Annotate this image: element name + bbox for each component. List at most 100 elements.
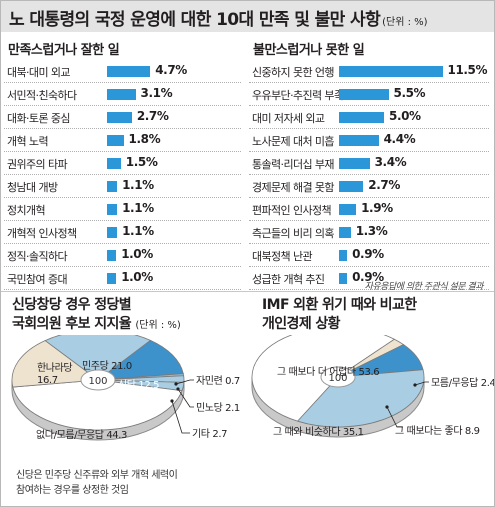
bar <box>339 135 379 146</box>
leader-dot <box>170 399 174 403</box>
pie-center-label: 100 <box>328 373 347 384</box>
bar-category-label: 통솔력·리더십 부재 <box>252 158 335 171</box>
bar-category-label: 측근들의 비리 의혹 <box>252 227 335 240</box>
pie-center-label: 100 <box>88 376 107 387</box>
bar <box>107 66 151 77</box>
bar-row: 권위주의 타파 1.5% <box>4 152 241 175</box>
bar-value-label: 1.1% <box>122 224 154 238</box>
bar-category-label: 경제문제 해결 못함 <box>252 181 335 194</box>
row-separator <box>4 128 241 129</box>
bar-value-label: 1.1% <box>122 201 154 215</box>
leader-dot <box>176 387 180 391</box>
bar-category-label: 대미 저자세 외교 <box>252 112 325 125</box>
bar-category-label: 서민적·친숙하다 <box>7 89 77 102</box>
bar <box>339 204 357 215</box>
pie-label-other: 기타 2.7 <box>192 428 227 440</box>
bar <box>339 181 364 192</box>
dissatisfied-bar-chart: 신중하지 못한 언행 11.5% 우유부단·추진력 부족 5.5% 대미 저자세 외교 5… <box>249 60 489 290</box>
bar-category-label: 대북·대미 외교 <box>7 66 71 79</box>
economy-title-line2: 개인경제 상황 <box>262 316 341 332</box>
row-separator <box>249 243 489 244</box>
bar-row: 개혁적 인사정책 1.1% <box>4 221 241 244</box>
pie-center-ring <box>80 369 116 391</box>
bar-row: 노사문제 대처 미흡 4.4% <box>249 129 489 152</box>
bar-row: 대화·토론 중심 2.7% <box>4 106 241 129</box>
row-separator <box>249 151 489 152</box>
pie-label-hannara-value: 16.7 <box>37 375 58 386</box>
party-support-footnote: 신당은 민주당 신주류와 외부 개혁 세력이 참여하는 경우를 상정한 것임 <box>16 468 178 498</box>
bar-row: 청남대 개방 1.1% <box>4 175 241 198</box>
row-separator <box>249 220 489 221</box>
pie-label-unknown: 모름/무응답 2.4 <box>431 377 494 389</box>
bar-row: 신중하지 못한 언행 11.5% <box>249 60 489 83</box>
row-separator <box>4 243 241 244</box>
bar-category-label: 대화·토론 중심 <box>7 112 71 125</box>
satisfied-panel-title: 만족스럽거나 잘한 일 <box>8 43 120 58</box>
pie-label-minno: 민노당 2.1 <box>196 402 240 414</box>
party-support-title-line1: 신당창당 경우 정당별 <box>12 297 132 313</box>
row-separator <box>4 266 241 267</box>
pie-label-sindang: 신당 12.5 <box>118 379 159 391</box>
bar <box>107 273 117 284</box>
row-separator <box>249 105 489 106</box>
title-bar: 노 대통령의 국정 운영에 대한 10대 만족 및 불만 사항 (단위 : %) <box>1 1 494 32</box>
bar-value-label: 4.7% <box>155 63 187 77</box>
bar-value-label: 2.7% <box>136 109 169 123</box>
pie-label-similar: 그 때와 비슷하다 35.1 <box>273 425 364 438</box>
economy-title: IMF 외환 위기 때와 비교한 개인경제 상황 <box>262 296 417 334</box>
bar-value-label: 1.1% <box>122 178 154 192</box>
party-support-unit: (단위 : %) <box>135 320 181 331</box>
row-separator <box>4 105 241 106</box>
row-separator <box>4 289 241 290</box>
bar-value-label: 4.4% <box>383 132 416 146</box>
bar <box>339 89 389 100</box>
bar-value-label: 11.5% <box>447 63 488 77</box>
bar <box>107 181 118 192</box>
bar-category-label: 개혁적 인사정책 <box>7 227 77 240</box>
pie-label-hannara: 한나라당 <box>37 362 72 374</box>
bar-category-label: 국민참여 증대 <box>7 273 68 286</box>
bar-row: 측근들의 비리 의혹 1.3% <box>249 221 489 244</box>
row-separator <box>249 266 489 267</box>
bar-row: 대미 저자세 외교 5.0% <box>249 106 489 129</box>
bar-row: 정치개혁 1.1% <box>4 198 241 221</box>
pie-label-jamin: 자민련 0.7 <box>196 375 240 387</box>
row-separator <box>249 174 489 175</box>
bar-value-label: 5.0% <box>389 109 421 123</box>
bar-value-label: 1.0% <box>121 247 153 261</box>
leader-line <box>414 381 429 386</box>
bar <box>339 227 351 238</box>
row-separator <box>249 82 489 83</box>
bar-category-label: 신중하지 못한 언행 <box>252 66 335 79</box>
source-note: 자유응답에 의한 주관식 설문 결과 <box>364 282 484 292</box>
bar-row: 정직·솔직하다 1.0% <box>4 244 241 267</box>
bar-category-label: 개혁 노력 <box>7 135 49 148</box>
bar <box>107 250 117 261</box>
pie-slice <box>12 379 183 431</box>
bar-row: 통솔력·리더십 부재 3.4% <box>249 152 489 175</box>
bar-row: 편파적인 인사정책 1.9% <box>249 198 489 221</box>
section-divider <box>1 291 494 292</box>
bar-category-label: 우유부단·추진력 부족 <box>252 89 344 102</box>
bar-value-label: 1.9% <box>361 201 393 215</box>
row-separator <box>4 82 241 83</box>
bar-category-label: 권위주의 타파 <box>7 158 68 171</box>
economy-title-line1: IMF 외환 위기 때와 비교한 <box>262 297 417 313</box>
bar <box>107 227 118 238</box>
bar-row: 국민참여 증대 1.0% <box>4 267 241 290</box>
main-unit: (단위 : %) <box>382 17 428 28</box>
main-title: 노 대통령의 국정 운영에 대한 10대 만족 및 불만 사항 (단위 : %) <box>9 10 428 30</box>
bar <box>107 204 118 215</box>
leader-dot <box>174 382 178 386</box>
bar-category-label: 정치개혁 <box>7 204 46 217</box>
pie-slice <box>44 335 152 381</box>
pie-label-harder: 그 때보다 더 어렵다 53.6 <box>277 365 379 378</box>
bar-category-label: 청남대 개방 <box>7 181 58 194</box>
satisfied-bar-chart: 대북·대미 외교 4.7% 서민적·친숙하다 3.1% 대화·토론 중심 2.7% 개혁 노… <box>4 60 241 290</box>
bar-row: 경제문제 해결 못함 2.7% <box>249 175 489 198</box>
dissatisfied-panel-title: 불만스럽거나 못한 일 <box>253 43 365 58</box>
pie-label-minju: 민주당 21.0 <box>82 360 132 372</box>
row-separator <box>249 197 489 198</box>
bar <box>339 66 443 77</box>
